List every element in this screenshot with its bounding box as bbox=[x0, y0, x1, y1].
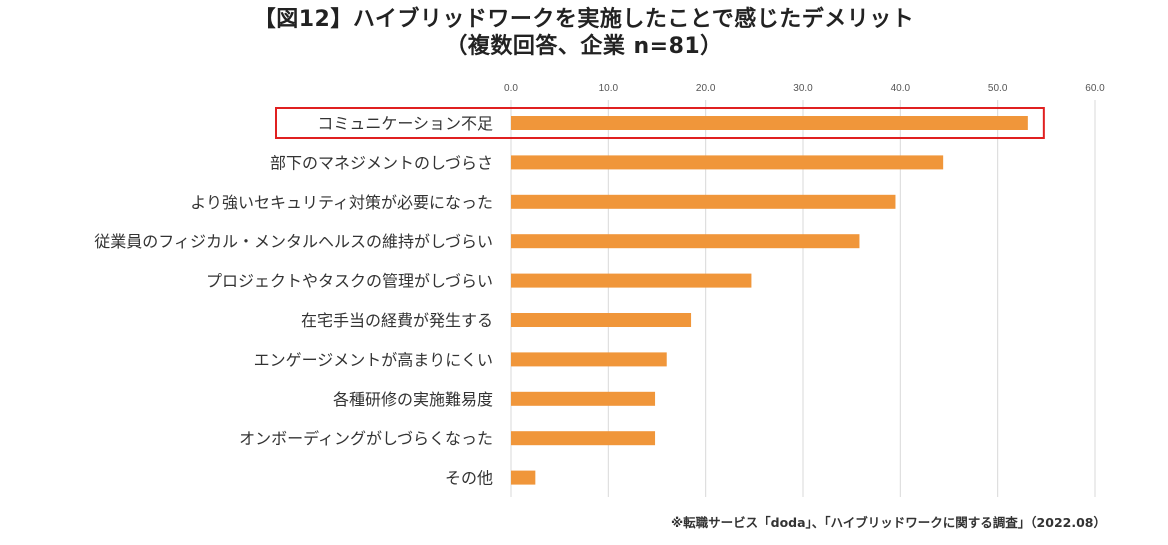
bar bbox=[511, 116, 1028, 130]
x-tick-label: 0.0 bbox=[504, 83, 518, 94]
bar bbox=[511, 313, 692, 327]
bar bbox=[511, 352, 667, 367]
category-label: より強いセキュリティ対策が必要になった bbox=[190, 193, 493, 212]
x-tick-label: 50.0 bbox=[988, 83, 1008, 94]
category-label: プロジェクトやタスクの管理がしづらい bbox=[206, 272, 493, 291]
bar bbox=[511, 155, 944, 170]
chart-subtitle: （複数回答、企業 n=81） bbox=[445, 34, 723, 59]
bar bbox=[511, 194, 896, 209]
bar bbox=[511, 391, 656, 406]
category-label: コミュニケーション不足 bbox=[317, 114, 493, 133]
chart-title-block: 【図12】ハイブリッドワークを実施したことで感じたデメリット （複数回答、企業 … bbox=[0, 6, 1168, 60]
category-label: 在宅手当の経費が発生する bbox=[301, 311, 493, 330]
bar bbox=[511, 431, 656, 446]
chart-title: 【図12】ハイブリッドワークを実施したことで感じたデメリット bbox=[253, 7, 915, 32]
category-label: 各種研修の実施難易度 bbox=[333, 390, 493, 409]
bar bbox=[511, 273, 752, 288]
highlight-box bbox=[275, 107, 1045, 139]
bar bbox=[511, 470, 536, 485]
x-tick-label: 30.0 bbox=[793, 83, 813, 94]
category-label: 従業員のフィジカル・メンタルヘルスの維持がしづらい bbox=[94, 232, 493, 251]
category-label: エンゲージメントが高まりにくい bbox=[254, 350, 493, 369]
x-tick-label: 10.0 bbox=[599, 83, 619, 94]
category-label: 部下のマネジメントのしづらさ bbox=[270, 153, 493, 172]
x-tick-label: 60.0 bbox=[1085, 83, 1105, 94]
category-label: オンボーディングがしづらくなった bbox=[239, 429, 493, 448]
source-note: ※転職サービス「doda」、「ハイブリッドワークに関する調査」（2022.08） bbox=[670, 515, 1106, 530]
x-tick-label: 20.0 bbox=[696, 83, 716, 94]
bar bbox=[511, 234, 860, 249]
category-label: その他 bbox=[445, 469, 493, 488]
x-tick-label: 40.0 bbox=[891, 83, 911, 94]
